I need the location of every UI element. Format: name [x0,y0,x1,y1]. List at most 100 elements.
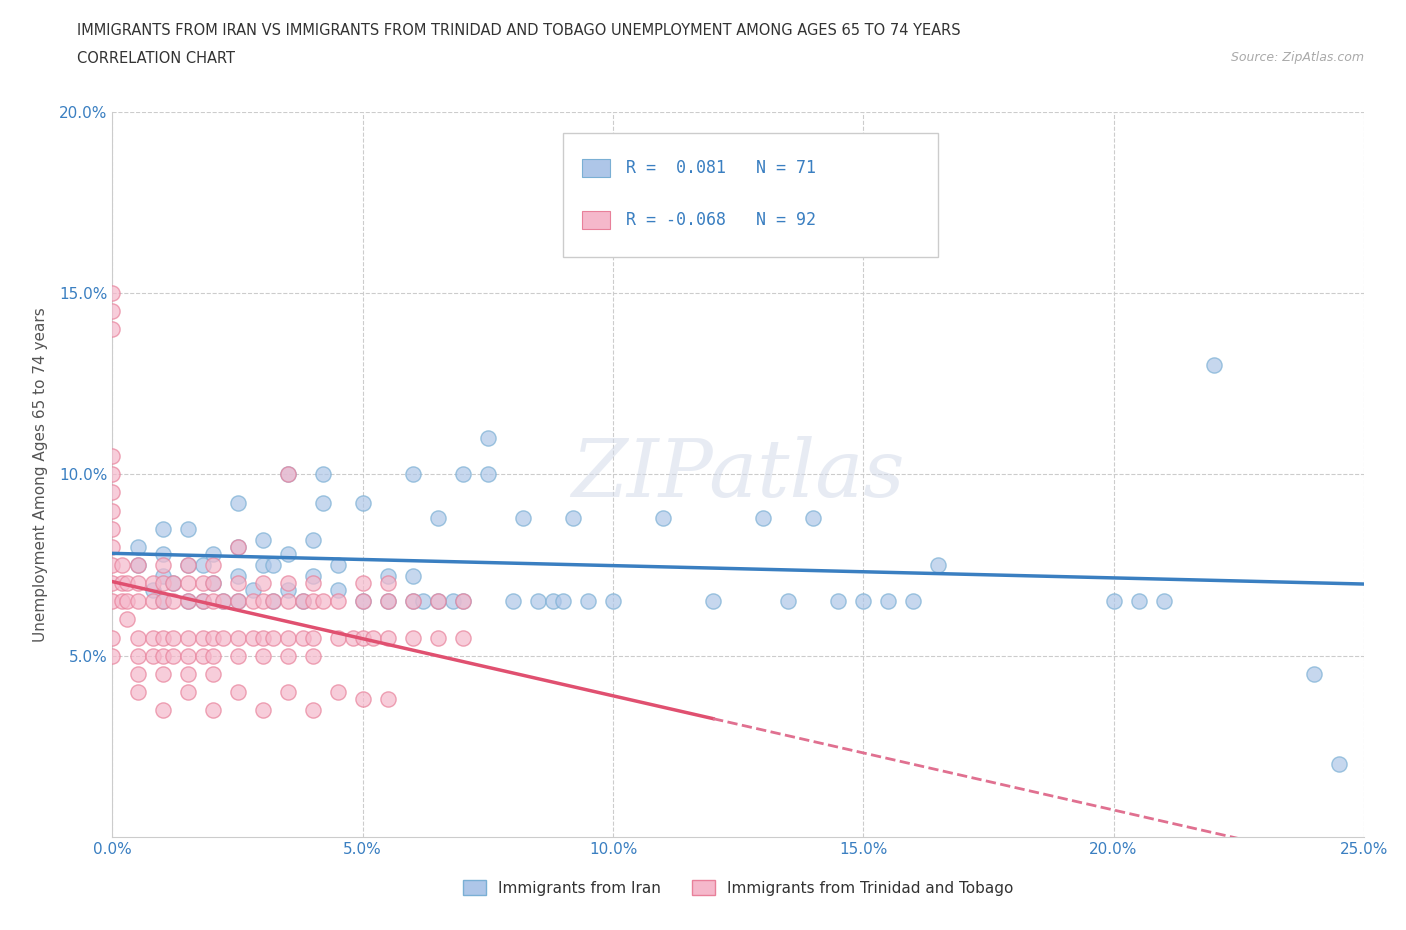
Point [402,467,425,482]
Point [226,631,249,645]
Point [152,558,174,573]
Point [301,703,323,718]
Point [352,576,374,591]
Point [527,594,550,609]
Point [291,594,314,609]
Point [101,503,124,518]
Point [226,568,249,583]
Point [127,576,149,591]
Text: R =  0.081   N = 71: R = 0.081 N = 71 [626,159,815,178]
Point [201,547,224,562]
Point [326,583,349,598]
FancyBboxPatch shape [562,133,938,257]
Point [127,631,149,645]
Point [101,467,124,482]
Point [152,703,174,718]
Point [242,631,264,645]
Point [426,631,449,645]
Point [361,631,384,645]
Point [377,568,399,583]
Point [291,631,314,645]
Point [426,594,449,609]
Point [191,648,214,663]
Point [352,594,374,609]
Point [477,467,499,482]
Point [191,594,214,609]
Point [277,547,299,562]
Point [176,648,198,663]
Point [312,496,335,511]
Point [201,703,224,718]
Point [141,576,163,591]
Point [152,594,174,609]
Point [277,631,299,645]
Point [152,648,174,663]
Text: R = -0.068   N = 92: R = -0.068 N = 92 [626,211,815,230]
Point [152,547,174,562]
Legend: Immigrants from Iran, Immigrants from Trinidad and Tobago: Immigrants from Iran, Immigrants from Tr… [457,873,1019,902]
Point [277,467,299,482]
Point [451,631,474,645]
Point [226,539,249,554]
Point [101,303,124,318]
Point [326,558,349,573]
Point [101,449,124,464]
Point [252,703,274,718]
Point [1302,667,1324,682]
Point [1128,594,1150,609]
Point [127,539,149,554]
Point [252,594,274,609]
Point [377,594,399,609]
Point [1153,594,1175,609]
Point [502,594,524,609]
Point [377,576,399,591]
Point [176,594,198,609]
Point [226,576,249,591]
Point [252,631,274,645]
Point [402,631,425,645]
Point [127,667,149,682]
Point [176,667,198,682]
Point [101,485,124,500]
Point [101,322,124,337]
Point [377,594,399,609]
Point [141,631,163,645]
Point [291,594,314,609]
Point [451,594,474,609]
Point [176,521,198,536]
Point [477,431,499,445]
Point [1202,358,1225,373]
Point [201,576,224,591]
Point [277,583,299,598]
Point [226,594,249,609]
Point [576,594,599,609]
Point [277,576,299,591]
Point [176,684,198,699]
Point [252,648,274,663]
Point [602,594,624,609]
Point [191,576,214,591]
Text: ZIPatlas: ZIPatlas [571,435,905,513]
Point [211,594,233,609]
Point [551,594,574,609]
Point [827,594,849,609]
Point [326,594,349,609]
Point [101,558,124,573]
Point [111,558,134,573]
Point [312,594,335,609]
Point [162,576,184,591]
Point [412,594,434,609]
Point [162,631,184,645]
Point [127,558,149,573]
Point [201,648,224,663]
Point [301,594,323,609]
Point [541,594,564,609]
Point [702,594,724,609]
Point [226,496,249,511]
Point [377,631,399,645]
Point [201,667,224,682]
Point [101,286,124,300]
Text: IMMIGRANTS FROM IRAN VS IMMIGRANTS FROM TRINIDAD AND TOBAGO UNEMPLOYMENT AMONG A: IMMIGRANTS FROM IRAN VS IMMIGRANTS FROM … [77,23,960,38]
Point [117,576,139,591]
Point [301,576,323,591]
